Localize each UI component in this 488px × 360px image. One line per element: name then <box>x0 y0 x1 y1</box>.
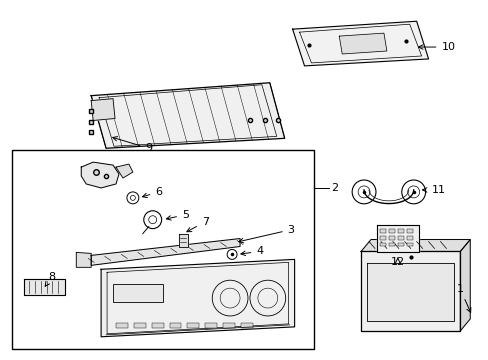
Bar <box>205 323 217 328</box>
Bar <box>406 243 412 247</box>
Text: 8: 8 <box>45 272 55 286</box>
Text: 6: 6 <box>142 187 162 198</box>
Polygon shape <box>91 83 284 148</box>
Bar <box>379 235 385 239</box>
Polygon shape <box>366 264 453 321</box>
Polygon shape <box>360 239 469 251</box>
Polygon shape <box>178 234 188 247</box>
Bar <box>397 235 403 239</box>
Text: 7: 7 <box>186 217 208 232</box>
Text: 10: 10 <box>418 42 454 52</box>
Polygon shape <box>116 164 133 178</box>
Bar <box>388 229 394 233</box>
Bar <box>116 323 128 328</box>
Text: 12: 12 <box>390 257 404 267</box>
Polygon shape <box>292 21 427 66</box>
Polygon shape <box>459 239 469 331</box>
Text: 2: 2 <box>331 183 338 193</box>
Polygon shape <box>101 260 294 337</box>
Text: 3: 3 <box>238 225 294 243</box>
Text: 4: 4 <box>241 247 263 256</box>
Polygon shape <box>91 239 240 265</box>
Bar <box>406 229 412 233</box>
Bar <box>406 235 412 239</box>
Bar <box>12 150 314 349</box>
Polygon shape <box>376 225 418 252</box>
Polygon shape <box>24 279 65 295</box>
Bar <box>187 323 199 328</box>
Bar <box>388 235 394 239</box>
Polygon shape <box>339 33 386 54</box>
Bar <box>134 323 145 328</box>
Text: 1: 1 <box>456 284 470 312</box>
Text: 11: 11 <box>422 185 445 195</box>
Polygon shape <box>81 162 119 188</box>
Bar <box>223 323 235 328</box>
Bar <box>151 323 163 328</box>
Bar <box>379 229 385 233</box>
Bar <box>397 229 403 233</box>
Polygon shape <box>76 252 91 267</box>
Bar <box>113 284 163 302</box>
Bar <box>379 243 385 247</box>
Bar <box>241 323 252 328</box>
Bar <box>169 323 181 328</box>
Polygon shape <box>360 251 459 331</box>
Polygon shape <box>91 99 115 121</box>
Text: 5: 5 <box>166 210 188 220</box>
Bar <box>388 243 394 247</box>
Text: 9: 9 <box>113 136 152 153</box>
Bar <box>397 243 403 247</box>
